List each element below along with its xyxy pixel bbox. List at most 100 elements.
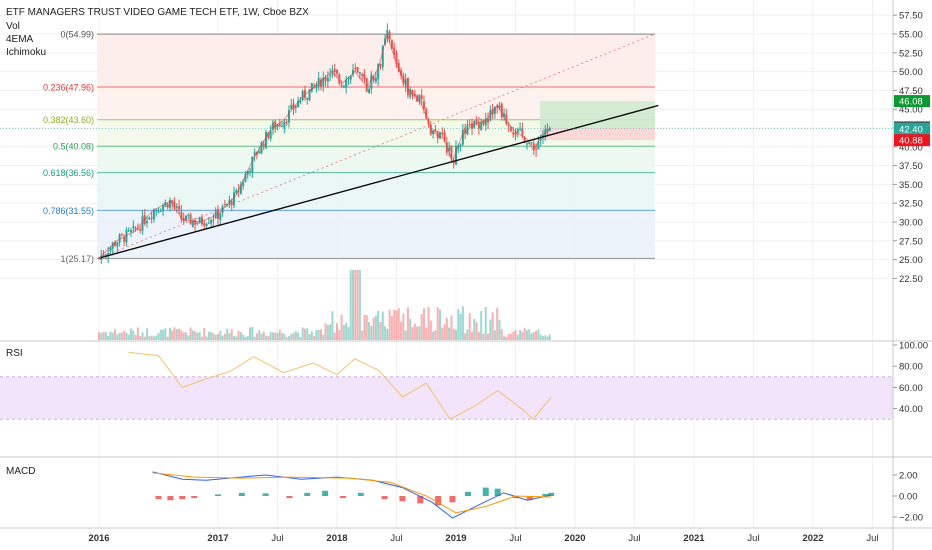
volume-bar [381,311,384,340]
volume-bar [143,336,146,340]
candle-body [372,76,375,81]
volume-bar [509,333,512,340]
fib-retracement: 0(54.99) 0.236(47.96) 0.382(43.60) 0.5(40.0… [43,30,655,264]
volume-bar [461,306,464,340]
rsi-band [0,376,893,420]
volume-bar [148,336,151,340]
candle-body [233,192,236,206]
candle-body [333,68,336,73]
candle-body [537,141,540,150]
volume-bar [249,327,252,340]
candle-body [278,123,281,127]
volume-bar [210,332,213,340]
macd-tick-label: −2.00 [899,513,923,524]
candle-body [244,174,247,182]
target-zone [540,101,655,128]
candle-body [249,170,252,172]
rsi-tick-label: 100.00 [899,341,928,352]
fib-level-label: 0.382(43.60) [43,115,94,125]
volume-bar [102,332,105,340]
candle-body [168,199,171,208]
volume-bar [233,336,236,340]
volume-bar [333,332,336,340]
candle-body [146,221,149,224]
macd-histogram-bar [155,496,162,500]
volume-bar [111,332,114,340]
volume-bar [528,329,531,340]
candle-body [459,144,462,146]
macd-histogram-bar [215,494,221,496]
macd-histogram-bar [435,496,442,506]
y-tick-label: 55.00 [899,30,923,41]
candle-body [210,220,213,224]
candle-body [539,138,542,141]
volume-bar [349,270,352,340]
volume-bar [116,334,119,340]
fib-level-label: 0.618(36.56) [43,168,94,178]
candle-body [157,211,160,213]
volume-bar [372,317,375,340]
volume-bar [539,334,542,340]
volume-bar [352,270,355,340]
volume-bar [235,336,238,340]
candle-body [303,90,306,98]
volume-bar [306,328,309,340]
volume-bar [262,331,265,340]
candle-body [489,110,492,121]
candle-body [141,216,144,231]
volume-bar [438,309,441,340]
candle-body [313,84,316,86]
volume-bar [441,327,444,340]
price-badge [894,122,930,135]
candle-body [413,93,416,96]
candle-body [104,254,107,256]
volume-bar [98,332,100,340]
candle-body [127,230,130,232]
volume-bar [219,330,222,340]
volume-bar [182,332,185,340]
price-badge-label: 42.40 [899,124,923,135]
candle-body [363,74,366,80]
x-tick-label: 2020 [564,533,585,544]
candle-body [404,79,407,86]
macd-histogram-bar [449,496,456,503]
volume-bar [525,330,528,340]
price-badge [894,95,930,108]
volume-bar [519,329,522,340]
candle-body [347,77,350,80]
candle-body [159,210,162,212]
volume-bar [413,323,416,340]
volume-bar [434,330,437,340]
macd-histogram-bar [304,492,311,496]
candle-body [450,145,453,160]
y-tick-label: 45.00 [899,105,923,116]
candle-body [294,106,297,108]
macd-histogram-bar [339,496,346,499]
candle-body [475,119,478,123]
volume-bar [100,332,103,340]
candle-body [269,130,272,139]
volume-bar [278,329,281,340]
candle-body [139,229,142,231]
volume-bar [191,330,194,340]
candle-body [203,223,206,226]
candle-body [319,79,322,87]
volume-bar [388,309,391,340]
candle-body [219,213,222,220]
candle-body [434,128,437,133]
volume-bar [267,335,270,340]
candle-body [514,132,517,136]
stop-zone [540,127,655,141]
candle-body [191,220,194,227]
volume-bar [411,327,414,340]
price-badge [894,134,930,147]
candle-body [326,77,329,82]
candle-body [409,89,412,98]
candle-body [452,161,455,164]
volume-bar [297,332,300,340]
candle-body [420,95,423,100]
volume-bar [189,327,192,340]
candle-body [482,120,485,125]
macd-histogram-bar [542,493,549,496]
candle-body [134,228,137,230]
